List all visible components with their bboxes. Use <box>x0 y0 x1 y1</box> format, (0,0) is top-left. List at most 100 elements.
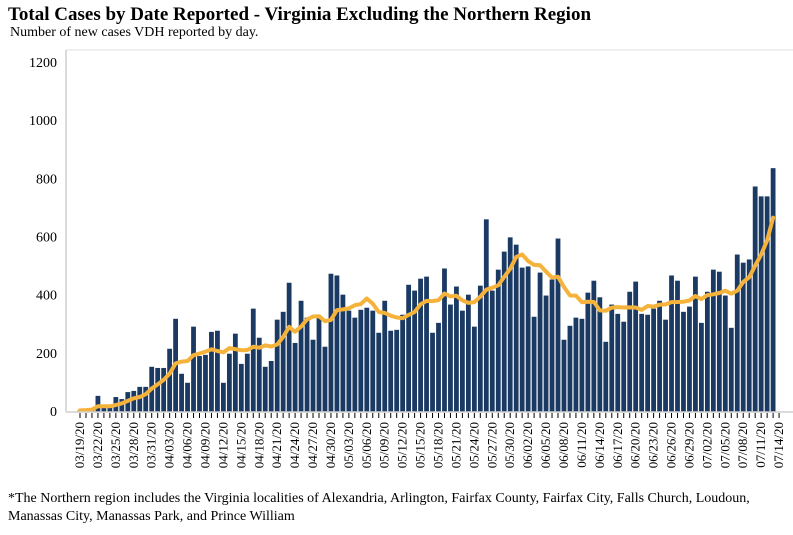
x-tick-label: 04/15/20 <box>233 422 248 468</box>
x-tick-label: 07/08/20 <box>735 422 750 468</box>
bar <box>197 356 202 412</box>
y-tick-label: 200 <box>36 347 57 362</box>
bar <box>316 317 322 412</box>
bar <box>346 310 352 412</box>
bar <box>675 280 680 412</box>
bar <box>519 267 525 412</box>
bar <box>728 327 734 412</box>
bar <box>322 346 328 412</box>
y-tick-label: 600 <box>36 231 57 246</box>
bar <box>669 275 674 412</box>
bar <box>633 281 639 412</box>
x-tick-label: 05/06/20 <box>359 422 374 468</box>
x-tick-label: 06/05/20 <box>538 422 553 468</box>
moving-average-line <box>78 215 776 413</box>
bar <box>328 273 334 412</box>
x-tick-label: 06/20/20 <box>628 422 643 468</box>
x-tick-label: 04/03/20 <box>162 422 177 468</box>
bar <box>167 348 173 412</box>
x-tick-label: 06/17/20 <box>610 422 625 468</box>
bar <box>352 317 358 412</box>
bar <box>525 266 531 412</box>
bar <box>489 290 495 412</box>
bar <box>448 304 453 412</box>
x-tick-label: 06/14/20 <box>592 422 607 468</box>
bar <box>358 309 364 412</box>
bar <box>286 282 292 412</box>
x-tick-label: 05/09/20 <box>377 422 392 468</box>
bar <box>394 329 400 412</box>
x-tick-label: 05/12/20 <box>395 422 410 468</box>
x-tick-label: 07/02/20 <box>699 422 714 468</box>
chart-title: Total Cases by Date Reported - Virginia … <box>8 4 592 25</box>
bar <box>274 319 280 412</box>
bar <box>645 314 651 412</box>
x-tick-label: 04/18/20 <box>251 422 266 468</box>
x-tick-label: 06/26/20 <box>664 422 679 468</box>
bar <box>549 279 555 412</box>
bar <box>388 330 394 412</box>
bar <box>531 316 537 412</box>
bar <box>244 353 250 412</box>
x-tick-label: 03/25/20 <box>108 422 123 468</box>
bar <box>400 314 406 412</box>
bar <box>585 292 591 412</box>
bar <box>262 366 268 412</box>
bar <box>179 373 184 412</box>
bar <box>746 259 752 412</box>
bar <box>681 311 686 412</box>
x-tick-label: 06/23/20 <box>646 422 661 468</box>
bar <box>734 254 740 412</box>
bar <box>609 304 615 412</box>
bar <box>710 269 716 412</box>
bar <box>603 341 609 412</box>
x-tick-label: 06/08/20 <box>556 422 571 468</box>
x-tick-label: 04/30/20 <box>323 422 338 468</box>
bar <box>304 317 310 412</box>
y-tick-label: 400 <box>36 289 57 304</box>
bar <box>221 382 226 412</box>
x-tick-label: 04/09/20 <box>197 422 212 468</box>
bar <box>155 367 161 412</box>
x-tick-label: 05/03/20 <box>341 422 356 468</box>
x-tick-label: 05/18/20 <box>431 422 446 468</box>
bar <box>507 237 513 412</box>
bar <box>770 168 776 412</box>
bar <box>465 294 471 412</box>
bar <box>501 251 507 412</box>
bar <box>555 238 561 412</box>
bar <box>591 280 597 412</box>
bar <box>543 295 549 412</box>
bar <box>561 339 567 412</box>
bar <box>758 196 764 412</box>
bar <box>704 291 710 412</box>
x-tick-label: 04/06/20 <box>180 422 195 468</box>
bar <box>268 360 274 412</box>
bar <box>191 326 196 412</box>
footnote: *The Northern region includes the Virgin… <box>8 491 750 524</box>
y-tick-label: 1000 <box>29 114 57 129</box>
y-tick-label: 0 <box>50 405 57 420</box>
bar <box>370 310 376 412</box>
bar <box>537 272 543 412</box>
bar <box>298 300 304 412</box>
bar <box>663 319 668 412</box>
x-tick-label: 05/15/20 <box>413 422 428 468</box>
x-tick-label: 04/24/20 <box>287 422 302 468</box>
x-tick-label: 05/21/20 <box>448 422 463 468</box>
bar <box>740 262 746 412</box>
bar <box>657 300 662 412</box>
bar <box>292 342 298 412</box>
bar <box>477 285 483 412</box>
bar <box>513 244 519 412</box>
bar <box>215 330 220 412</box>
bar <box>412 290 417 412</box>
bar <box>639 313 645 412</box>
bar <box>418 278 423 412</box>
bar <box>95 395 101 412</box>
bar <box>203 354 208 412</box>
bar <box>483 219 489 412</box>
bar <box>687 306 692 412</box>
x-tick-label: 03/19/20 <box>72 422 87 468</box>
